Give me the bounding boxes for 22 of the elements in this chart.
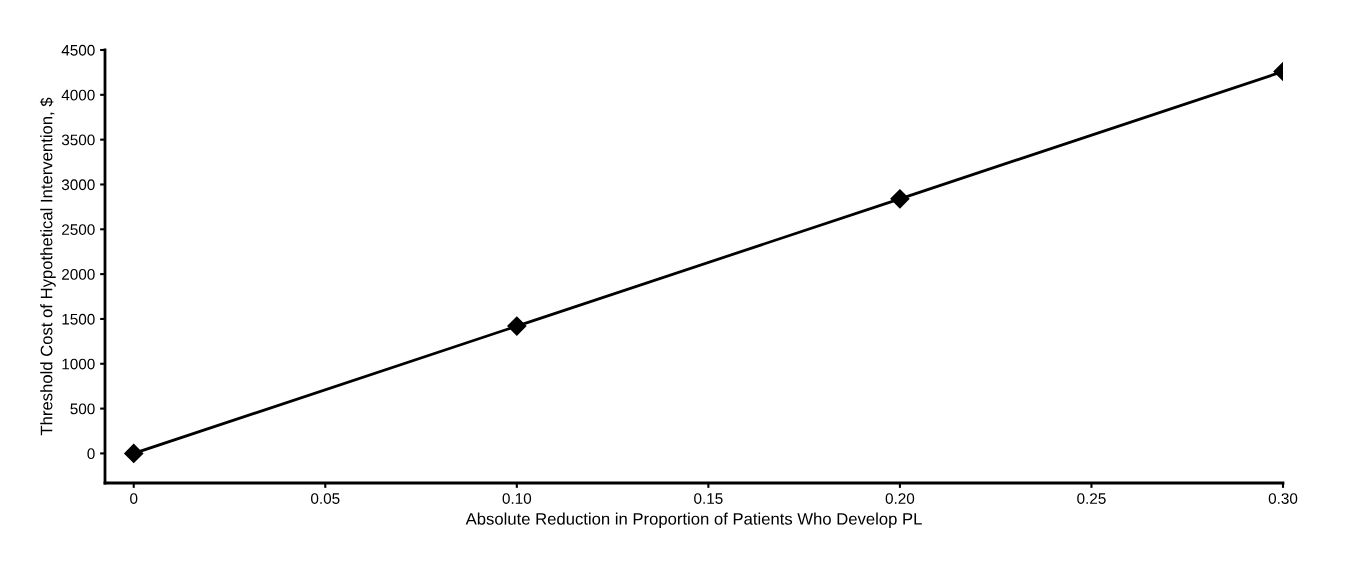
y-tick-label: 0 (87, 448, 95, 460)
x-tick-label: 0.20 (885, 493, 915, 504)
point (124, 443, 144, 463)
y-tick-label: 4000 (61, 89, 95, 101)
y-tick-label: 4500 (61, 44, 95, 56)
point (890, 189, 910, 209)
x-tick-label: 0.05 (311, 493, 340, 504)
y-tick-label: 500 (70, 403, 95, 415)
x-tick-label: 0.30 (1268, 493, 1298, 504)
y-axis-title: Threshold Cost of Hypothetical Intervention, $ (39, 97, 56, 436)
x-tick-label: 0.15 (694, 493, 723, 504)
x-tick-label: 0 (130, 493, 138, 504)
y-tick-label: 3500 (61, 134, 95, 146)
x-tick-label: 0.25 (1077, 493, 1106, 504)
point (507, 316, 527, 336)
y-tick-label: 1500 (62, 313, 95, 325)
y-tick-label: 3000 (61, 179, 95, 191)
x-axis-title: Absolute Reduction in Proportion of Patients Who Develop PL (465, 512, 922, 529)
y-tick-label: 1000 (62, 358, 95, 370)
y-tick-label: 2000 (62, 268, 95, 280)
x-tick-label: 0.10 (502, 493, 532, 504)
y-tick-label: 2500 (62, 224, 95, 235)
